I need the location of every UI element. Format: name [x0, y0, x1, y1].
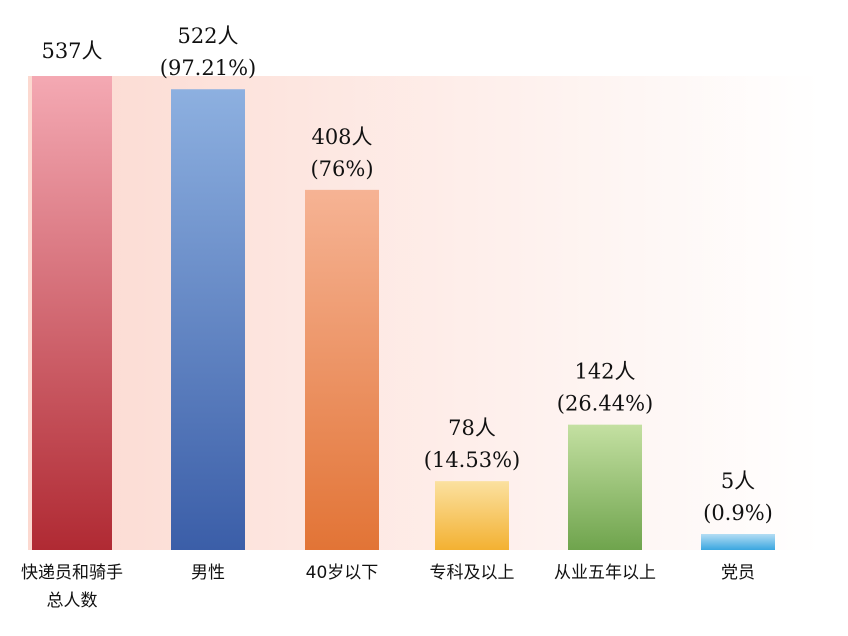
value-labels-layer: 537人 522人 (97.21%) 408人 (76%) 78人 (14.53%) 142人…: [41, 24, 772, 525]
value-label-2-0: 408人: [311, 125, 372, 149]
value-label-5-0: 5人: [721, 469, 755, 493]
value-label-0-0: 537人: [41, 39, 102, 63]
category-label-3-0: 专科及以上: [430, 563, 515, 583]
value-label-4-1: (26.44%): [557, 392, 653, 416]
category-label-1-0: 男性: [191, 563, 225, 583]
bars-layer: [32, 76, 775, 551]
value-label-2-1: (76%): [310, 157, 373, 181]
bar-3: [435, 481, 509, 550]
category-label-2-0: 40岁以下: [306, 563, 379, 583]
bar-1: [171, 89, 245, 550]
bar-5: [701, 534, 775, 550]
value-label-3-0: 78人: [448, 416, 496, 440]
value-label-4-0: 142人: [574, 360, 635, 384]
value-label-1-1: (97.21%): [160, 56, 256, 80]
bar-0: [32, 76, 112, 550]
category-label-4-0: 从业五年以上: [554, 563, 656, 583]
category-label-5-0: 党员: [721, 563, 755, 583]
category-label-0-1: 总人数: [47, 591, 98, 611]
value-label-5-1: (0.9%): [703, 501, 773, 525]
plot-background: [28, 76, 820, 550]
bar-2: [305, 189, 379, 551]
bar-4: [568, 424, 642, 550]
value-label-3-1: (14.53%): [424, 448, 520, 472]
value-label-1-0: 522人: [177, 24, 238, 48]
category-label-0-0: 快递员和骑手: [21, 563, 123, 583]
